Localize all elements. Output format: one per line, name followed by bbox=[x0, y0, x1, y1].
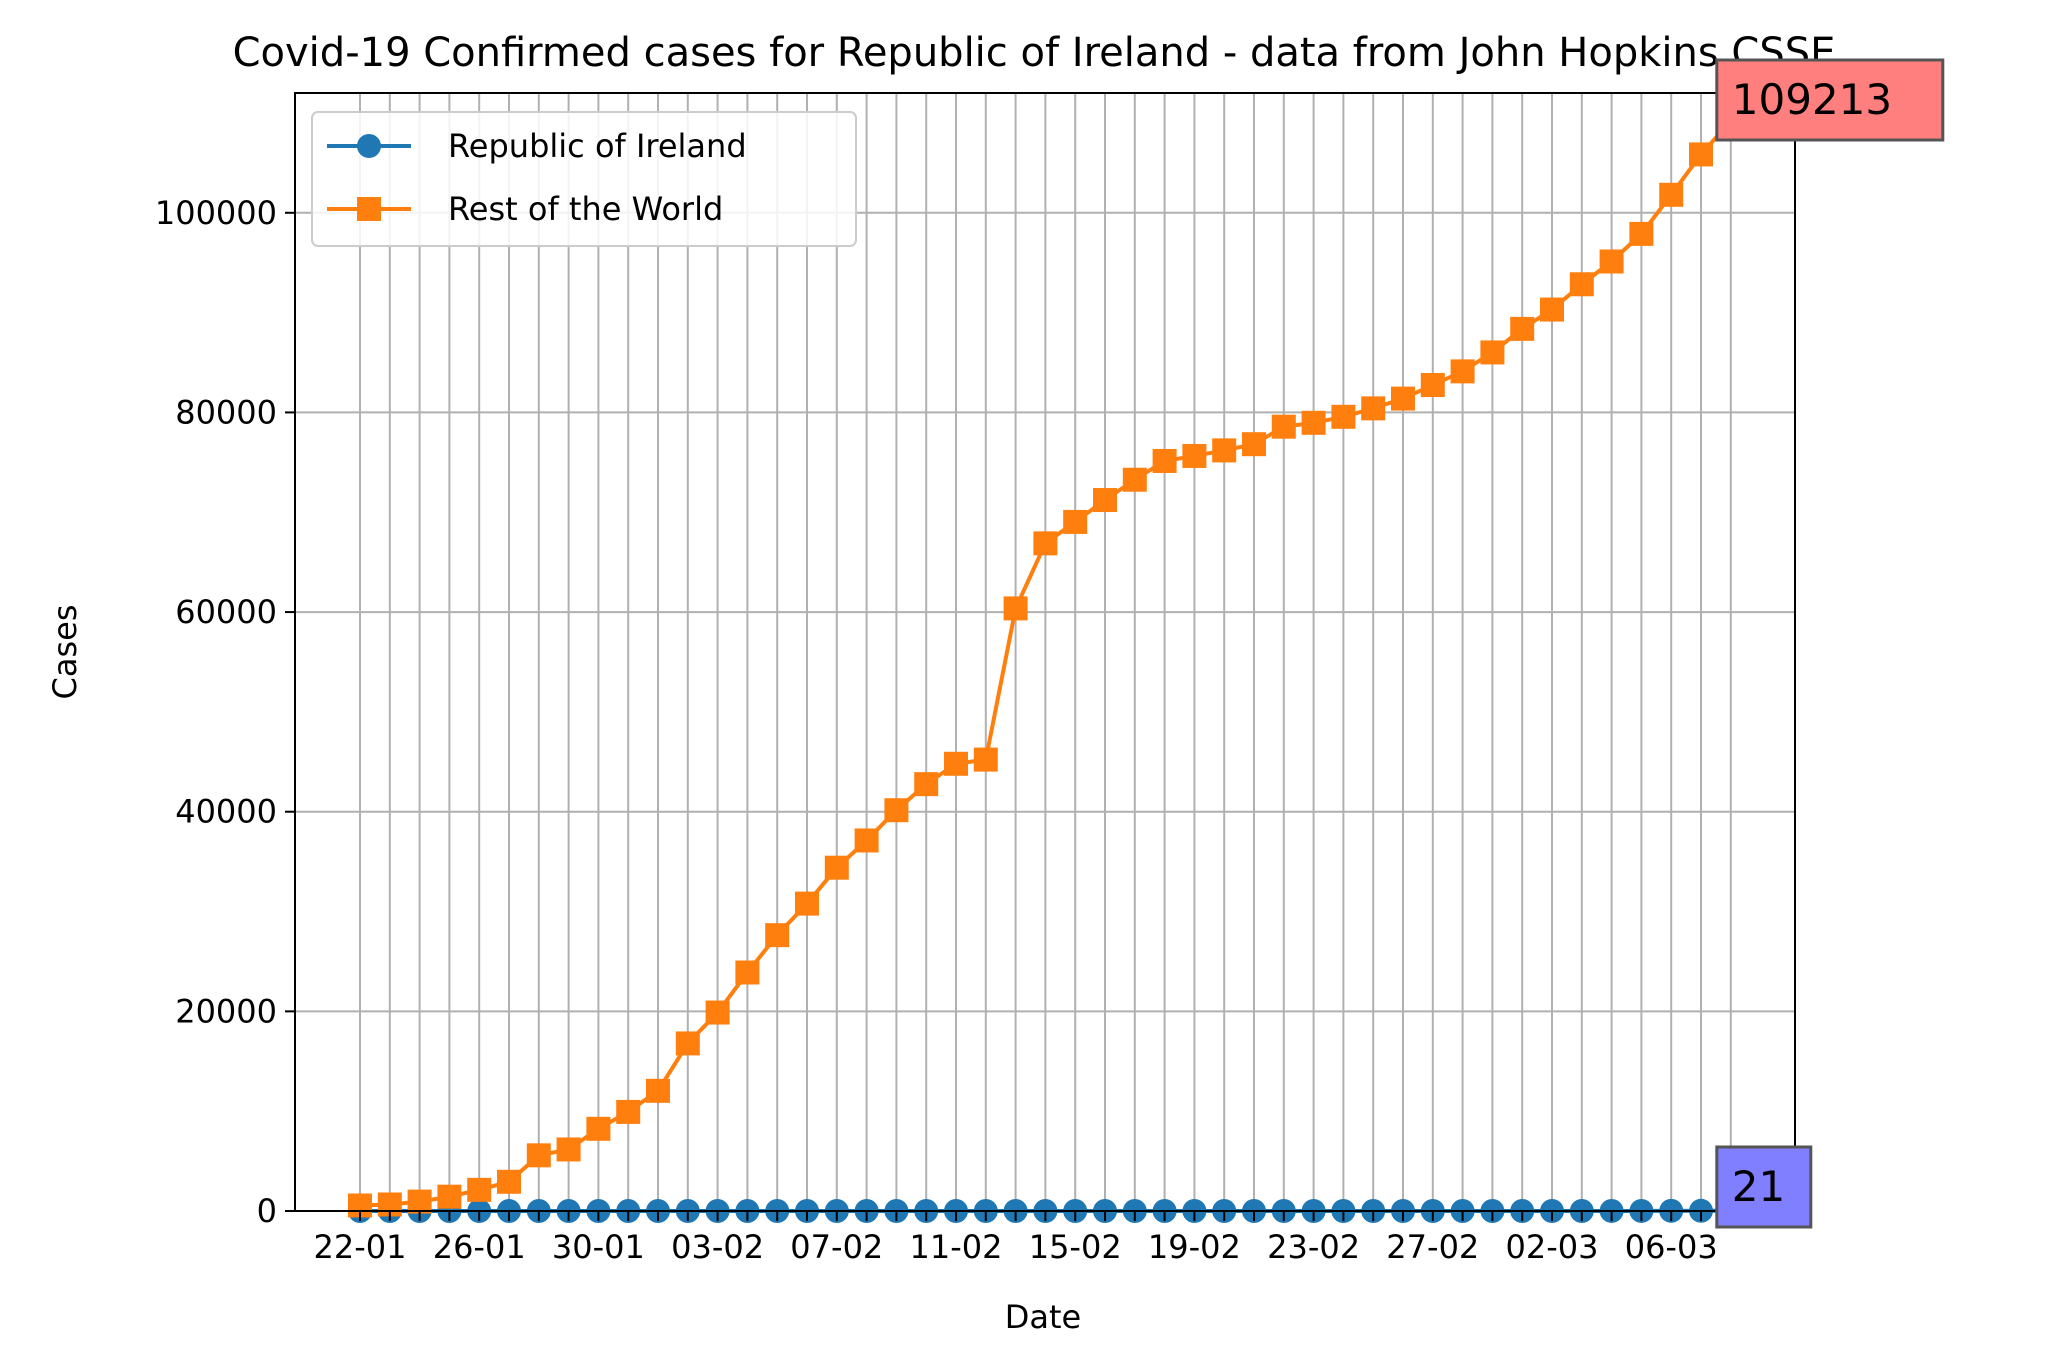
data-point bbox=[1004, 596, 1028, 620]
data-point bbox=[1272, 415, 1296, 439]
x-tick-label: 27-02 bbox=[1386, 1228, 1479, 1266]
data-point bbox=[825, 856, 849, 880]
data-point bbox=[527, 1143, 551, 1167]
data-point bbox=[1182, 444, 1206, 468]
annotations: 109213 21 bbox=[1717, 60, 1943, 1227]
data-point bbox=[437, 1185, 461, 1209]
x-tick-label: 30-01 bbox=[552, 1228, 645, 1266]
x-tick-label: 11-02 bbox=[910, 1228, 1003, 1266]
data-point bbox=[735, 961, 759, 985]
y-tick-label: 100000 bbox=[155, 194, 277, 232]
data-point bbox=[1689, 142, 1713, 166]
y-tick-label: 40000 bbox=[175, 793, 277, 831]
x-tick-label: 02-03 bbox=[1506, 1228, 1599, 1266]
y-tick-label: 20000 bbox=[175, 992, 277, 1030]
data-point bbox=[1093, 488, 1117, 512]
data-point bbox=[1242, 432, 1266, 456]
x-tick-label: 03-02 bbox=[671, 1228, 764, 1266]
x-tick-label: 19-02 bbox=[1148, 1228, 1241, 1266]
data-point bbox=[1659, 183, 1683, 207]
data-point bbox=[1123, 468, 1147, 492]
data-point bbox=[1063, 510, 1087, 534]
legend-label: Rest of the World bbox=[448, 190, 723, 228]
x-tick-label: 22-01 bbox=[314, 1228, 407, 1266]
x-tick-label: 23-02 bbox=[1267, 1228, 1360, 1266]
data-point bbox=[1361, 396, 1385, 420]
chart-title: Covid-19 Confirmed cases for Republic of… bbox=[233, 30, 1836, 76]
data-point bbox=[795, 892, 819, 916]
legend-marker bbox=[357, 197, 381, 221]
data-point bbox=[1629, 222, 1653, 246]
x-tick-label: 26-01 bbox=[433, 1228, 526, 1266]
data-point bbox=[646, 1079, 670, 1103]
data-point bbox=[765, 923, 789, 947]
data-point bbox=[557, 1137, 581, 1161]
data-point bbox=[1153, 449, 1177, 473]
data-point bbox=[497, 1170, 521, 1194]
data-point bbox=[586, 1117, 610, 1141]
data-point bbox=[616, 1100, 640, 1124]
data-point bbox=[884, 798, 908, 822]
annotation-label: 21 bbox=[1732, 1162, 1785, 1211]
data-point bbox=[1600, 249, 1624, 273]
x-tick-label: 06-03 bbox=[1625, 1228, 1718, 1266]
data-point bbox=[1510, 317, 1534, 341]
data-point bbox=[1033, 531, 1057, 555]
data-point bbox=[944, 752, 968, 776]
data-point bbox=[1540, 298, 1564, 322]
annotation-label: 109213 bbox=[1732, 75, 1892, 124]
x-tick-label: 15-02 bbox=[1029, 1228, 1122, 1266]
data-point bbox=[1570, 272, 1594, 296]
legend-label: Republic of Ireland bbox=[448, 127, 747, 165]
y-tick-label: 80000 bbox=[175, 393, 277, 431]
data-point bbox=[1212, 438, 1236, 462]
data-point bbox=[1391, 387, 1415, 411]
y-tick-label: 0 bbox=[257, 1192, 277, 1230]
data-point bbox=[914, 772, 938, 796]
data-point bbox=[706, 1001, 730, 1025]
data-point bbox=[1421, 373, 1445, 397]
grid bbox=[295, 93, 1795, 1211]
y-axis-label: Cases bbox=[46, 605, 84, 700]
data-point bbox=[1302, 411, 1326, 435]
data-point bbox=[1480, 340, 1504, 364]
data-point bbox=[1451, 359, 1475, 383]
x-axis-label: Date bbox=[1005, 1298, 1081, 1336]
y-tick-label: 60000 bbox=[175, 593, 277, 631]
legend: Republic of Ireland Rest of the World bbox=[312, 112, 856, 246]
data-point bbox=[974, 748, 998, 772]
legend-marker bbox=[357, 134, 381, 158]
data-point bbox=[676, 1031, 700, 1055]
data-point bbox=[467, 1178, 491, 1202]
data-point bbox=[855, 828, 879, 852]
data-point bbox=[1331, 405, 1355, 429]
x-tick-label: 07-02 bbox=[790, 1228, 883, 1266]
